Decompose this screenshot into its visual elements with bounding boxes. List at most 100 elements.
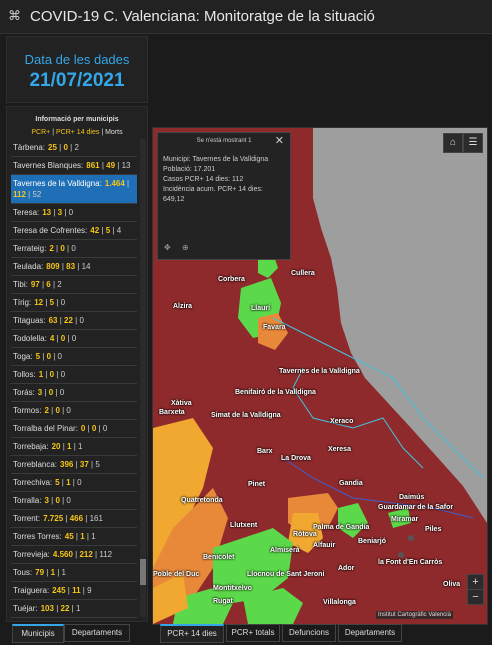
list-item-pcr14: 0 — [49, 370, 55, 379]
list-item-pcr14: 0 — [46, 352, 52, 361]
list-item[interactable]: Titaguas: 63 | 22 | 0 — [11, 312, 137, 330]
list-item-name: Tavernes Blanques: — [13, 161, 84, 170]
list-item-pcr: 1 — [38, 370, 44, 379]
list-item-separator: | — [110, 226, 117, 235]
legend-pcr14: PCR+ 14 dies — [55, 129, 100, 136]
zoom-in-button[interactable]: + — [467, 574, 484, 590]
list-item-separator: | — [115, 161, 122, 170]
municipality-list[interactable]: Tàrbena: 25 | 0 | 2 Tavernes Blanques: 861 … — [11, 139, 137, 618]
list-item[interactable]: Tírig: 12 | 5 | 0 — [11, 294, 137, 312]
map-label: Daimús — [399, 494, 425, 501]
list-item-separator: | — [43, 298, 50, 307]
list-item[interactable]: Torrent: 7.725 | 466 | 161 — [11, 510, 137, 528]
list-item-pcr14: 0 — [60, 244, 65, 253]
list-item[interactable]: Todolella: 4 | 0 | 0 — [11, 330, 137, 348]
list-item-deaths: 1 — [91, 532, 96, 541]
list-item-deaths: 1 — [78, 442, 83, 451]
list-item-name: Traiguera: — [13, 586, 50, 595]
map-label: Piles — [425, 526, 442, 533]
list-item[interactable]: Tormos: 2 | 0 | 0 — [11, 402, 137, 420]
list-item-pcr14: 0 — [60, 334, 66, 343]
date-panel: Data de les dades 21/07/2021 — [6, 36, 148, 103]
list-item[interactable]: Torralla: 3 | 0 | 0 — [11, 492, 137, 510]
tab-defuncions[interactable]: Defuncions — [282, 624, 336, 642]
list-item[interactable]: Tous: 79 | 1 | 1 — [11, 564, 137, 582]
list-item-pcr14: 0 — [55, 496, 60, 505]
map-attribution: Institut Cartogràfic Valencià — [376, 611, 453, 619]
map-view[interactable]: Corbera Cullera Alzira Llaurí Favara Tav… — [152, 127, 488, 625]
list-item-pcr: 4 — [49, 334, 55, 343]
map-label: Guardamar de la Safor — [378, 504, 454, 511]
list-item-separator: | — [63, 514, 70, 523]
list-item-name: Teresa: — [13, 208, 40, 217]
list-item-name: Torrevieja: — [13, 550, 50, 559]
list-item[interactable]: Traiguera: 245 | 11 | 9 — [11, 582, 137, 600]
list-item[interactable]: Tàrbena: 25 | 0 | 2 — [11, 139, 137, 157]
zoom-to-icon[interactable]: ⊕ — [182, 243, 189, 252]
list-item-pcr14: 1 — [66, 478, 71, 487]
map-label: Benicolet — [203, 554, 235, 561]
list-item-separator: | — [53, 388, 60, 397]
map-label: Palma de Gandia — [313, 524, 370, 531]
list-item[interactable]: Torrechiva: 5 | 1 | 0 — [11, 474, 137, 492]
list-item[interactable]: Tibi: 97 | 6 | 2 — [11, 276, 137, 294]
list-item[interactable]: Tollos: 1 | 0 | 0 — [11, 366, 137, 384]
app-logo-icon: ⌘ — [8, 8, 21, 23]
list-item[interactable]: Torrevieja: 4.560 | 212 | 112 — [11, 546, 137, 564]
list-item[interactable]: Teresa de Cofrentes: 42 | 5 | 4 — [11, 222, 137, 240]
list-scrollbar[interactable] — [140, 139, 146, 617]
list-item[interactable]: Tavernes de la Valldigna: 1.464 | 112 | 5… — [11, 175, 137, 204]
list-item-pcr14: 49 — [106, 161, 116, 170]
list-item-separator: | — [69, 604, 76, 613]
list-item-name: Tuéjar: — [13, 604, 38, 613]
list-item[interactable]: Toga: 5 | 0 | 0 — [11, 348, 137, 366]
list-item-separator: | — [51, 208, 58, 217]
list-item-pcr14: 5 — [105, 226, 111, 235]
map-label: Oliva — [443, 581, 461, 588]
scrollbar-thumb[interactable] — [140, 559, 146, 585]
tab-departaments-left[interactable]: Departaments — [64, 624, 130, 642]
list-item[interactable]: Tavernes Blanques: 861 | 49 | 13 — [11, 157, 137, 175]
tab-pcr-14-dies[interactable]: PCR+ 14 dies — [160, 624, 224, 643]
legend-list-icon[interactable]: ☰ — [463, 133, 483, 153]
map-label: Xeresa — [328, 446, 351, 453]
popup-cases: Casos PCR+ 14 dies: 112 — [163, 176, 244, 183]
move-icon[interactable]: ✥ — [164, 243, 171, 252]
list-item-name: Teulada: — [13, 262, 44, 271]
list-item-deaths: 13 — [121, 161, 131, 170]
map-label: Poble del Duc — [153, 571, 200, 578]
list-item[interactable]: Torás: 3 | 0 | 0 — [11, 384, 137, 402]
list-item[interactable]: Teulada: 809 | 83 | 14 — [11, 258, 137, 276]
popup-municipality: Municipi: Tavernes de la Valldigna — [163, 156, 269, 163]
list-item[interactable]: Torrebaja: 20 | 1 | 1 — [11, 438, 137, 456]
list-item-pcr14: 1 — [80, 532, 85, 541]
list-item[interactable]: Teresa: 13 | 3 | 0 — [11, 204, 137, 222]
close-icon[interactable]: ✕ — [274, 135, 284, 147]
list-item-separator: | — [48, 406, 56, 415]
map-label: Almiserà — [270, 547, 300, 554]
tab-departaments[interactable]: Departaments — [338, 624, 402, 642]
list-item-separator: | — [99, 226, 106, 235]
list-item[interactable]: Torralba del Pinar: 0 | 0 | 0 — [11, 420, 137, 438]
list-item-deaths: 161 — [89, 514, 103, 523]
list-item-name: Torrechiva: — [13, 478, 53, 487]
list-item-pcr: 5 — [35, 352, 41, 361]
list-item-pcr: 42 — [90, 226, 100, 235]
list-item[interactable]: Torres Torres: 45 | 1 | 1 — [11, 528, 137, 546]
tab-municipis[interactable]: Municipis — [12, 624, 64, 643]
tab-pcr-totals[interactable]: PCR+ totals — [226, 624, 280, 642]
home-icon[interactable]: ⌂ — [443, 133, 463, 153]
list-item-separator: | — [88, 460, 96, 469]
list-item-deaths: 0 — [59, 388, 65, 397]
list-item[interactable]: Tuéjar: 103 | 22 | 1 — [11, 600, 137, 618]
list-item-separator: | — [72, 550, 80, 559]
list-item-pcr14: 466 — [69, 514, 84, 523]
list-item-separator: | — [53, 244, 61, 253]
list-item-deaths: 0 — [57, 352, 62, 361]
list-item-pcr: 5 — [55, 478, 60, 487]
map-label: Quatretonda — [181, 497, 223, 504]
list-item[interactable]: Torreblanca: 396 | 37 | 5 — [11, 456, 137, 474]
list-item-separator: | — [56, 143, 64, 152]
zoom-out-button[interactable]: − — [467, 589, 484, 605]
list-item[interactable]: Terrateig: 2 | 0 | 0 — [11, 240, 137, 258]
